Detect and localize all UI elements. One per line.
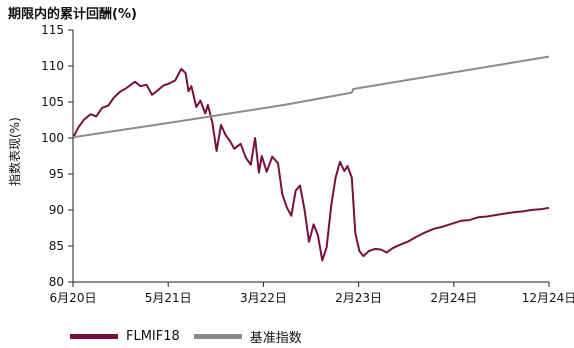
x-tick-label: 2月24日 (430, 291, 477, 305)
x-tick-label: 5月21日 (145, 291, 192, 305)
x-tick-label: 2月23日 (335, 291, 382, 305)
y-tick-label: 90 (49, 203, 64, 217)
chart-title: 期限内的累计回酬(%) (8, 7, 137, 22)
x-tick-label: 3月22日 (240, 291, 287, 305)
y-tick-label: 80 (49, 275, 64, 289)
chart-axes: 80 85 90 95 100 105 110 115 6月20日 5月21日 3月22日 2月23日… (41, 23, 574, 305)
legend-label-benchmark: 基准指数 (249, 331, 302, 346)
legend-item-benchmark: 基准指数 (193, 327, 302, 346)
y-tick-label: 105 (41, 95, 64, 109)
y-tick-label: 115 (41, 23, 64, 37)
series-line-benchmark (72, 55, 550, 139)
y-axis-label: 指数表现(%) (8, 117, 22, 186)
y-tick-label: 85 (49, 239, 64, 253)
legend-label-flmif18: FLMIF18 (126, 329, 180, 344)
legend-swatch-flmif18 (70, 334, 118, 339)
chart-series (72, 55, 550, 262)
legend-swatch-benchmark (193, 334, 242, 339)
x-tick-label: 6月20日 (50, 291, 97, 305)
y-tick-label: 100 (41, 131, 64, 145)
series-line-flmif18 (72, 67, 550, 262)
y-tick-label: 110 (41, 59, 64, 73)
legend-item-flmif18: FLMIF18 (70, 329, 180, 344)
y-tick-label: 95 (49, 167, 64, 181)
chart-legend: FLMIF18 基准指数 (70, 327, 302, 346)
x-tick-label: 12月24日 (522, 291, 574, 305)
